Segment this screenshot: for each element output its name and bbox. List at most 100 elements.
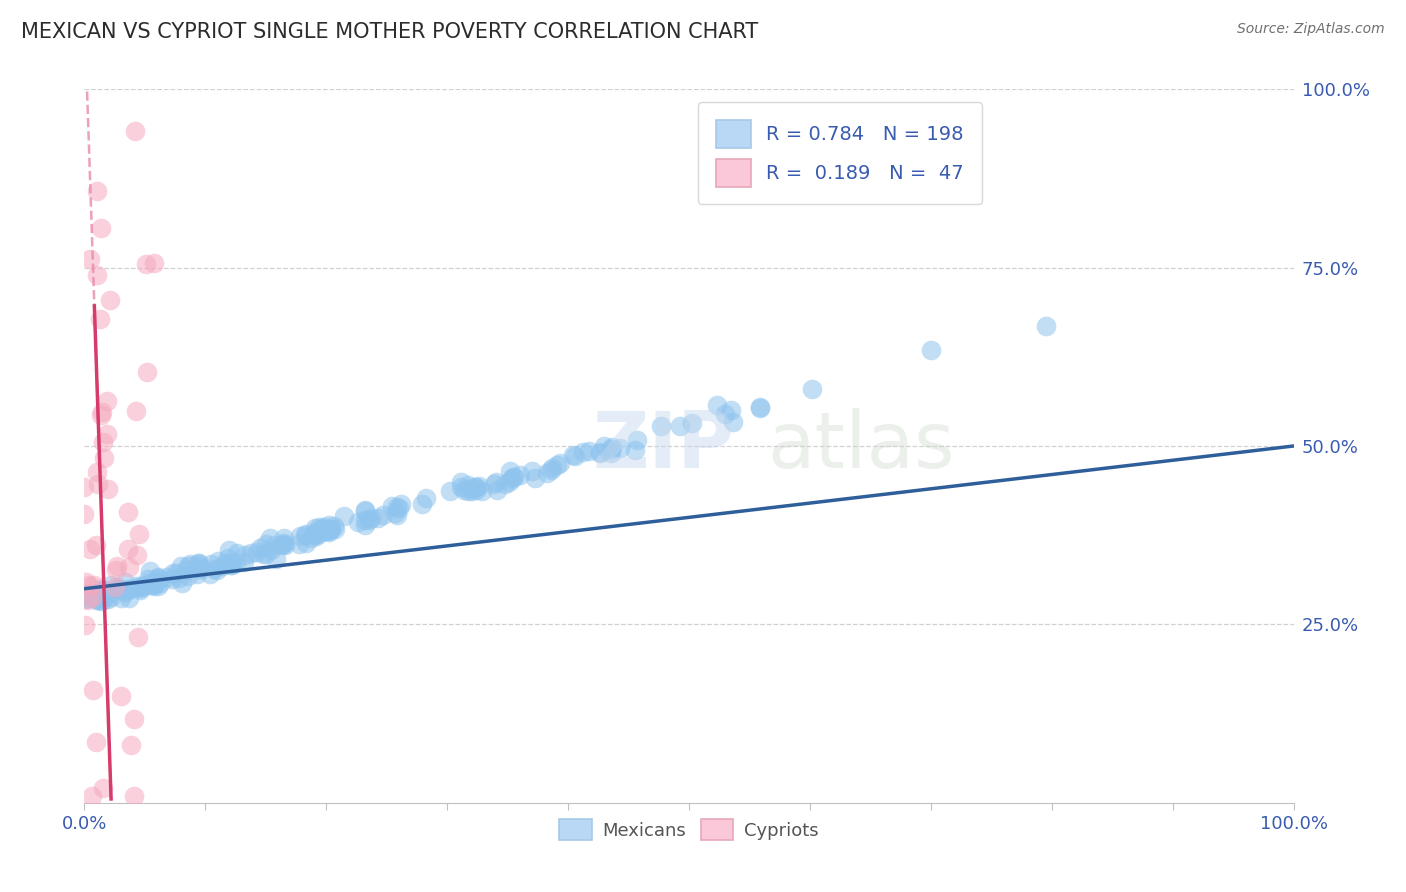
Point [450, 481, 472, 495]
Point [464, 479, 486, 493]
Point [299, 531, 322, 545]
Point [211, 559, 233, 574]
Point [353, 503, 375, 517]
Point [84, 590, 107, 604]
Point [105, 563, 128, 577]
Point [90, 582, 112, 596]
Point [319, 522, 342, 536]
Point [1035, 319, 1057, 334]
Point [114, 575, 136, 590]
Point [77, 578, 100, 592]
Point [221, 558, 243, 572]
Point [411, 497, 433, 511]
Point [110, 591, 132, 606]
Point [98, 293, 121, 308]
Point [114, 585, 136, 599]
Point [381, 500, 404, 514]
Point [105, 559, 128, 574]
Point [142, 579, 165, 593]
Point [239, 546, 262, 560]
Point [89, 311, 111, 326]
Point [714, 407, 737, 421]
Point [273, 531, 295, 545]
Point [134, 578, 156, 592]
Point [599, 446, 621, 460]
Point [97, 591, 120, 606]
Point [626, 433, 648, 447]
Point [371, 508, 394, 522]
Point [249, 541, 271, 555]
Point [353, 503, 375, 517]
Point [304, 521, 326, 535]
Point [117, 582, 139, 597]
Point [89, 588, 111, 602]
Point [461, 484, 484, 499]
Point [460, 482, 482, 496]
Point [471, 484, 494, 499]
Point [129, 581, 152, 595]
Text: MEXICAN VS CYPRIOT SINGLE MOTHER POVERTY CORRELATION CHART: MEXICAN VS CYPRIOT SINGLE MOTHER POVERTY… [21, 22, 758, 42]
Point [73, 507, 96, 521]
Point [307, 526, 329, 541]
Point [170, 558, 193, 573]
Point [98, 586, 121, 600]
Point [91, 584, 114, 599]
Point [89, 592, 111, 607]
Point [254, 547, 277, 561]
Point [187, 558, 209, 572]
Point [135, 257, 157, 271]
Point [148, 571, 170, 585]
Point [86, 268, 108, 282]
Point [720, 402, 742, 417]
Point [202, 562, 225, 576]
Point [509, 468, 531, 483]
Point [79, 588, 101, 602]
Text: ZIP: ZIP [592, 408, 734, 484]
Point [84, 538, 107, 552]
Point [498, 475, 520, 489]
Point [415, 491, 437, 506]
Point [79, 252, 101, 266]
Point [86, 593, 108, 607]
Point [149, 576, 172, 591]
Point [90, 594, 112, 608]
Point [562, 448, 585, 462]
Point [139, 565, 162, 579]
Point [139, 578, 162, 592]
Point [226, 546, 249, 560]
Point [263, 538, 285, 552]
Point [389, 496, 412, 510]
Point [188, 556, 211, 570]
Point [93, 450, 115, 465]
Point [264, 552, 287, 566]
Point [385, 500, 408, 514]
Point [319, 523, 342, 537]
Point [305, 526, 328, 541]
Point [82, 683, 104, 698]
Point [76, 588, 98, 602]
Point [117, 582, 139, 596]
Point [600, 442, 623, 456]
Point [127, 548, 149, 562]
Point [174, 563, 197, 577]
Point [316, 524, 339, 539]
Point [354, 513, 377, 527]
Point [136, 572, 159, 586]
Point [295, 527, 318, 541]
Point [457, 478, 479, 492]
Point [669, 419, 692, 434]
Point [156, 570, 179, 584]
Point [79, 586, 101, 600]
Point [273, 536, 295, 550]
Point [91, 582, 114, 597]
Point [225, 557, 247, 571]
Point [108, 581, 131, 595]
Point [246, 545, 269, 559]
Point [77, 593, 100, 607]
Point [217, 551, 239, 566]
Point [122, 712, 145, 726]
Point [485, 483, 508, 497]
Point [86, 466, 108, 480]
Point [706, 398, 728, 412]
Point [624, 442, 647, 457]
